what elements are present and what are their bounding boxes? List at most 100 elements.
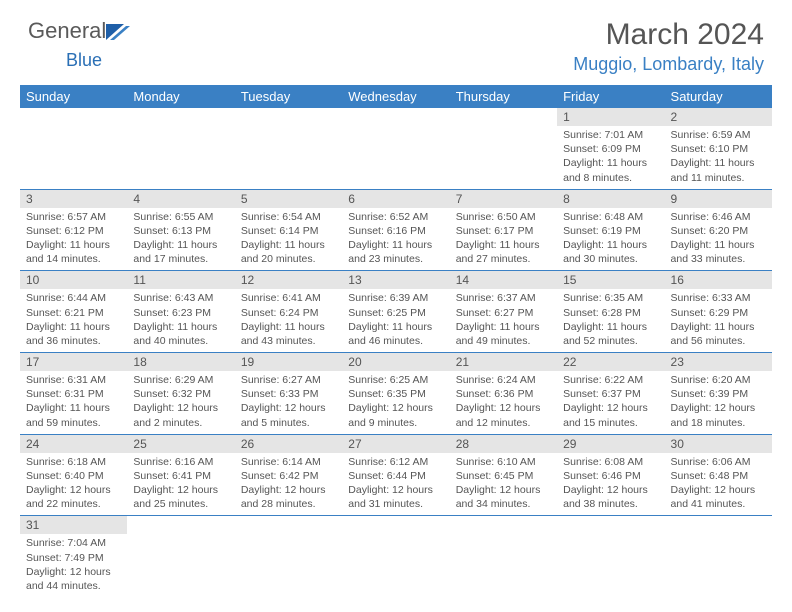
day-detail-cell: Sunrise: 6:52 AMSunset: 6:16 PMDaylight:… bbox=[342, 208, 449, 271]
daylight-text: and 49 minutes. bbox=[456, 334, 551, 348]
day-number-cell: 18 bbox=[127, 353, 234, 372]
location-subtitle: Muggio, Lombardy, Italy bbox=[573, 54, 764, 75]
day-detail-cell: Sunrise: 6:12 AMSunset: 6:44 PMDaylight:… bbox=[342, 453, 449, 516]
daylight-text: and 11 minutes. bbox=[671, 171, 766, 185]
sunrise-text: Sunrise: 6:35 AM bbox=[563, 291, 658, 305]
daylight-text: Daylight: 11 hours bbox=[241, 320, 336, 334]
sunset-text: Sunset: 6:16 PM bbox=[348, 224, 443, 238]
sunrise-text: Sunrise: 6:44 AM bbox=[26, 291, 121, 305]
daylight-text: and 12 minutes. bbox=[456, 416, 551, 430]
day-detail-cell bbox=[342, 534, 449, 597]
day-number-cell: 12 bbox=[235, 271, 342, 290]
sunset-text: Sunset: 6:41 PM bbox=[133, 469, 228, 483]
daylight-text: and 8 minutes. bbox=[563, 171, 658, 185]
day-number-cell: 11 bbox=[127, 271, 234, 290]
day-number-cell bbox=[127, 516, 234, 535]
daylight-text: Daylight: 11 hours bbox=[348, 320, 443, 334]
detail-row: Sunrise: 6:18 AMSunset: 6:40 PMDaylight:… bbox=[20, 453, 772, 516]
day-number-cell bbox=[557, 516, 664, 535]
day-detail-cell: Sunrise: 6:48 AMSunset: 6:19 PMDaylight:… bbox=[557, 208, 664, 271]
day-number-cell: 27 bbox=[342, 434, 449, 453]
sunset-text: Sunset: 6:46 PM bbox=[563, 469, 658, 483]
daylight-text: and 34 minutes. bbox=[456, 497, 551, 511]
daynum-row: 31 bbox=[20, 516, 772, 535]
day-header: Saturday bbox=[665, 85, 772, 108]
day-number-cell: 25 bbox=[127, 434, 234, 453]
day-header: Thursday bbox=[450, 85, 557, 108]
day-detail-cell: Sunrise: 6:50 AMSunset: 6:17 PMDaylight:… bbox=[450, 208, 557, 271]
day-number-cell: 3 bbox=[20, 189, 127, 208]
sunrise-text: Sunrise: 7:04 AM bbox=[26, 536, 121, 550]
daylight-text: and 52 minutes. bbox=[563, 334, 658, 348]
logo-text-general: General bbox=[28, 18, 106, 43]
day-detail-cell bbox=[557, 534, 664, 597]
day-detail-cell: Sunrise: 7:01 AMSunset: 6:09 PMDaylight:… bbox=[557, 126, 664, 189]
sunrise-text: Sunrise: 6:52 AM bbox=[348, 210, 443, 224]
daylight-text: and 15 minutes. bbox=[563, 416, 658, 430]
sunrise-text: Sunrise: 6:14 AM bbox=[241, 455, 336, 469]
day-detail-cell: Sunrise: 6:24 AMSunset: 6:36 PMDaylight:… bbox=[450, 371, 557, 434]
day-number-cell: 26 bbox=[235, 434, 342, 453]
day-number-cell: 28 bbox=[450, 434, 557, 453]
detail-row: Sunrise: 7:01 AMSunset: 6:09 PMDaylight:… bbox=[20, 126, 772, 189]
daylight-text: Daylight: 12 hours bbox=[348, 401, 443, 415]
daylight-text: Daylight: 11 hours bbox=[26, 401, 121, 415]
day-number-cell: 19 bbox=[235, 353, 342, 372]
daylight-text: Daylight: 12 hours bbox=[133, 401, 228, 415]
sunrise-text: Sunrise: 6:06 AM bbox=[671, 455, 766, 469]
day-number-cell bbox=[127, 108, 234, 126]
detail-row: Sunrise: 6:31 AMSunset: 6:31 PMDaylight:… bbox=[20, 371, 772, 434]
day-number-cell: 22 bbox=[557, 353, 664, 372]
sunset-text: Sunset: 6:25 PM bbox=[348, 306, 443, 320]
sunset-text: Sunset: 6:35 PM bbox=[348, 387, 443, 401]
sunrise-text: Sunrise: 6:46 AM bbox=[671, 210, 766, 224]
sunset-text: Sunset: 6:12 PM bbox=[26, 224, 121, 238]
sunset-text: Sunset: 7:49 PM bbox=[26, 551, 121, 565]
daylight-text: and 30 minutes. bbox=[563, 252, 658, 266]
day-detail-cell: Sunrise: 6:06 AMSunset: 6:48 PMDaylight:… bbox=[665, 453, 772, 516]
sunrise-text: Sunrise: 6:22 AM bbox=[563, 373, 658, 387]
sunset-text: Sunset: 6:10 PM bbox=[671, 142, 766, 156]
daylight-text: Daylight: 12 hours bbox=[671, 401, 766, 415]
sunset-text: Sunset: 6:45 PM bbox=[456, 469, 551, 483]
day-detail-cell: Sunrise: 6:39 AMSunset: 6:25 PMDaylight:… bbox=[342, 289, 449, 352]
daylight-text: and 43 minutes. bbox=[241, 334, 336, 348]
sunset-text: Sunset: 6:21 PM bbox=[26, 306, 121, 320]
day-detail-cell: Sunrise: 6:57 AMSunset: 6:12 PMDaylight:… bbox=[20, 208, 127, 271]
daylight-text: and 20 minutes. bbox=[241, 252, 336, 266]
daynum-row: 10111213141516 bbox=[20, 271, 772, 290]
daylight-text: Daylight: 11 hours bbox=[348, 238, 443, 252]
sunset-text: Sunset: 6:17 PM bbox=[456, 224, 551, 238]
daylight-text: and 27 minutes. bbox=[456, 252, 551, 266]
detail-row: Sunrise: 6:44 AMSunset: 6:21 PMDaylight:… bbox=[20, 289, 772, 352]
day-number-cell bbox=[450, 108, 557, 126]
daylight-text: and 38 minutes. bbox=[563, 497, 658, 511]
day-number-cell: 15 bbox=[557, 271, 664, 290]
daylight-text: Daylight: 11 hours bbox=[456, 238, 551, 252]
sunrise-text: Sunrise: 6:59 AM bbox=[671, 128, 766, 142]
day-number-cell: 21 bbox=[450, 353, 557, 372]
daylight-text: Daylight: 12 hours bbox=[456, 483, 551, 497]
sunset-text: Sunset: 6:33 PM bbox=[241, 387, 336, 401]
day-number-cell bbox=[235, 516, 342, 535]
daylight-text: and 36 minutes. bbox=[26, 334, 121, 348]
day-number-cell: 13 bbox=[342, 271, 449, 290]
sunset-text: Sunset: 6:29 PM bbox=[671, 306, 766, 320]
day-detail-cell: Sunrise: 7:04 AMSunset: 7:49 PMDaylight:… bbox=[20, 534, 127, 597]
sunset-text: Sunset: 6:14 PM bbox=[241, 224, 336, 238]
daylight-text: Daylight: 11 hours bbox=[26, 320, 121, 334]
daylight-text: and 17 minutes. bbox=[133, 252, 228, 266]
daylight-text: Daylight: 11 hours bbox=[563, 156, 658, 170]
day-number-cell: 29 bbox=[557, 434, 664, 453]
daylight-text: and 9 minutes. bbox=[348, 416, 443, 430]
day-detail-cell: Sunrise: 6:46 AMSunset: 6:20 PMDaylight:… bbox=[665, 208, 772, 271]
sunrise-text: Sunrise: 6:27 AM bbox=[241, 373, 336, 387]
day-detail-cell: Sunrise: 6:16 AMSunset: 6:41 PMDaylight:… bbox=[127, 453, 234, 516]
sunrise-text: Sunrise: 6:50 AM bbox=[456, 210, 551, 224]
day-number-cell bbox=[450, 516, 557, 535]
daylight-text: Daylight: 11 hours bbox=[563, 238, 658, 252]
daylight-text: Daylight: 11 hours bbox=[671, 238, 766, 252]
daylight-text: and 31 minutes. bbox=[348, 497, 443, 511]
day-header: Tuesday bbox=[235, 85, 342, 108]
sunset-text: Sunset: 6:40 PM bbox=[26, 469, 121, 483]
